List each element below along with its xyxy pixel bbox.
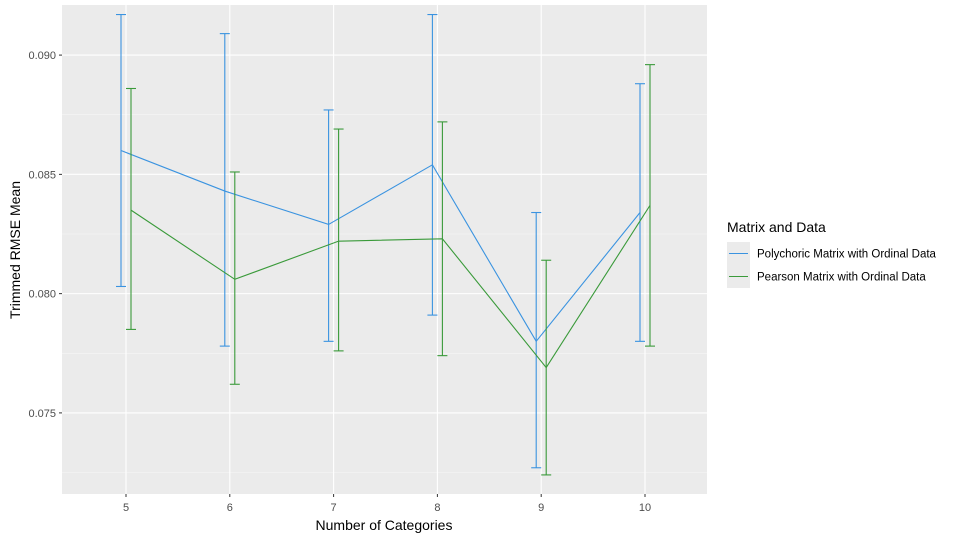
x-tick-label: 7 bbox=[331, 502, 337, 514]
x-tick-label: 5 bbox=[123, 502, 129, 514]
y-tick-label: 0.080 bbox=[28, 289, 56, 301]
legend: Matrix and Data Polychoric Matrix with O… bbox=[727, 219, 937, 288]
x-axis-title: Number of Categories bbox=[316, 517, 453, 533]
y-tick-label: 0.085 bbox=[28, 169, 56, 181]
y-axis-title: Trimmed RMSE Mean bbox=[7, 181, 23, 319]
x-tick-label: 8 bbox=[434, 502, 440, 514]
y-tick-label: 0.090 bbox=[28, 50, 56, 62]
series-layer bbox=[116, 13, 655, 476]
grid-lines bbox=[62, 5, 707, 494]
legend-items: Polychoric Matrix with Ordinal Data Pears… bbox=[727, 242, 937, 288]
x-tick-label: 6 bbox=[227, 502, 233, 514]
legend-label: Pearson Matrix with Ordinal Data bbox=[757, 272, 926, 284]
legend-label: Polychoric Matrix with Ordinal Data bbox=[757, 249, 937, 261]
legend-title: Matrix and Data bbox=[727, 219, 826, 235]
series-group bbox=[116, 13, 645, 469]
series-group bbox=[126, 64, 655, 476]
series-line bbox=[120, 149, 641, 343]
series-line bbox=[130, 205, 651, 369]
x-tick-label: 9 bbox=[538, 502, 544, 514]
x-tick-label: 10 bbox=[639, 502, 651, 514]
axes: 0.075 0.080 0.085 0.090 5 6 7 8 9 10 bbox=[28, 50, 651, 514]
y-tick-label: 0.075 bbox=[28, 408, 56, 420]
